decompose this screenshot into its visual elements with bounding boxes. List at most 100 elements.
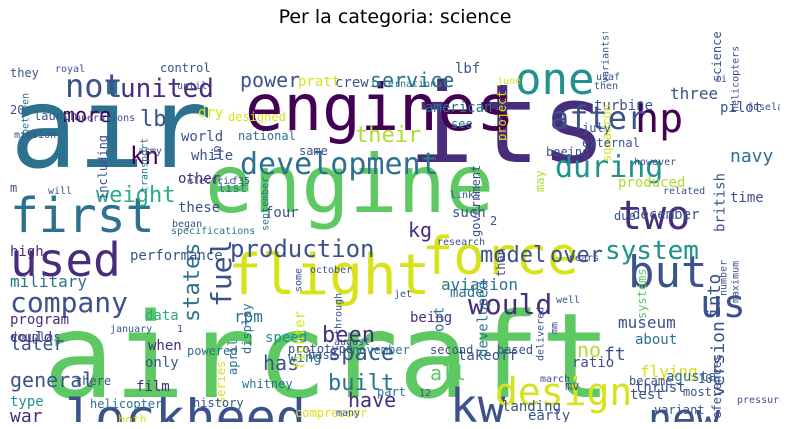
word-british: british [713, 173, 729, 232]
word-lb: lb [140, 107, 167, 132]
word-science: science [710, 32, 724, 82]
word-general: general [10, 368, 94, 392]
word-fuel: fuel [205, 240, 238, 307]
word-takeoff: takeoff [458, 348, 517, 364]
word-no: no [577, 338, 601, 362]
word-series: series [214, 361, 228, 404]
word-navy: navy [730, 146, 774, 167]
word-war: war [10, 406, 43, 422]
word-engine: engine [205, 138, 494, 231]
word-through: through [333, 293, 344, 335]
word-thrust: thrust [635, 380, 686, 396]
word-dry: dry [198, 105, 223, 121]
word-january: january [110, 324, 152, 335]
word-other: other [178, 171, 220, 187]
word-design: design [495, 370, 632, 414]
word-october: october [310, 265, 352, 276]
word-systems: systems [635, 268, 649, 319]
word-squadron: squadron [600, 104, 614, 162]
word-all: all [430, 361, 466, 385]
word-including: including [96, 135, 110, 200]
word-states: states [180, 243, 205, 322]
word-delivered: delivered [535, 307, 546, 361]
word-variantsflew: variantsflew [600, 32, 611, 83]
word-united: united [120, 74, 214, 104]
word-boeing: boeing [546, 145, 589, 159]
word-royal: royal [55, 64, 85, 75]
word-its: its [408, 60, 607, 188]
word-three: three [670, 84, 718, 103]
word-hp: hp [635, 96, 683, 142]
word-produced: produced [618, 175, 685, 191]
word-about: about [635, 332, 677, 348]
word-made: made [450, 285, 484, 301]
page-title: Per la categoria: science [278, 6, 512, 28]
word-base: base [308, 348, 337, 362]
word-system: system [605, 236, 699, 266]
word-force: force [422, 227, 579, 287]
word-links: links [450, 190, 480, 201]
word-powered: powered [187, 344, 238, 358]
word-early: early [528, 408, 570, 422]
word-fuselage: fuselage [747, 102, 780, 113]
word-april: april [226, 339, 240, 375]
word-but: but [628, 247, 707, 298]
word-however: however [634, 157, 676, 168]
word-four: four [265, 205, 299, 221]
word-new: new [648, 396, 721, 422]
word-references: references [710, 354, 724, 422]
word-see: see [451, 117, 473, 131]
word-type: type [10, 394, 44, 410]
word-rpm: rpm [234, 307, 263, 326]
word-transport: transport [139, 138, 150, 192]
word-pilot: pilot [720, 100, 762, 116]
word-lockheed: lockheed [65, 389, 306, 422]
word-more: more [63, 103, 111, 127]
word-display: display [240, 303, 254, 354]
word-mm: mm [549, 322, 560, 334]
word-development: development [240, 147, 439, 182]
word-many: many [336, 408, 360, 419]
word-operations: operations [75, 113, 135, 124]
word-film: film [136, 379, 170, 395]
word-have: have [348, 388, 396, 412]
word-aircraft: aircraft [43, 287, 611, 422]
word-museum: museum [618, 313, 676, 332]
word-related: related [663, 186, 705, 197]
word-compressor: compressor [295, 406, 367, 420]
word-when: when [148, 338, 182, 354]
word-list: list [218, 181, 247, 195]
word-flight: flight [228, 243, 430, 308]
word-fighter: fighter [293, 311, 309, 370]
word-world: world [181, 129, 223, 145]
word-version: version [708, 321, 729, 397]
word-specifications: specifications [171, 226, 255, 237]
word-m: m [10, 181, 17, 195]
word-12: 12 [419, 388, 431, 399]
word-mission: mission [14, 130, 56, 141]
word-data: data [145, 308, 179, 324]
word-performance: performance [130, 248, 223, 264]
word-turbine: turbine [594, 98, 653, 114]
word-may: may [533, 170, 547, 192]
word-model: model [480, 243, 546, 268]
word-douglas: douglas [10, 330, 61, 344]
word-f35: f35 [232, 176, 250, 187]
word-whitney: whitney [242, 377, 293, 391]
word-10: 10 [698, 372, 712, 386]
word-well: well [556, 295, 580, 306]
word-ii: ii [715, 74, 727, 85]
word-will: will [48, 186, 72, 197]
word-lbf: lbf [455, 61, 480, 77]
word-began: began [172, 219, 202, 230]
word-march: march [540, 374, 570, 385]
word-kw: kw [450, 379, 506, 422]
word-pratt: pratt [298, 74, 340, 90]
word-control: control [160, 61, 211, 75]
word-only: only [145, 355, 179, 371]
word-military: military [10, 272, 87, 291]
word-maximum: maximum [730, 261, 741, 303]
word-september: september [260, 177, 271, 231]
